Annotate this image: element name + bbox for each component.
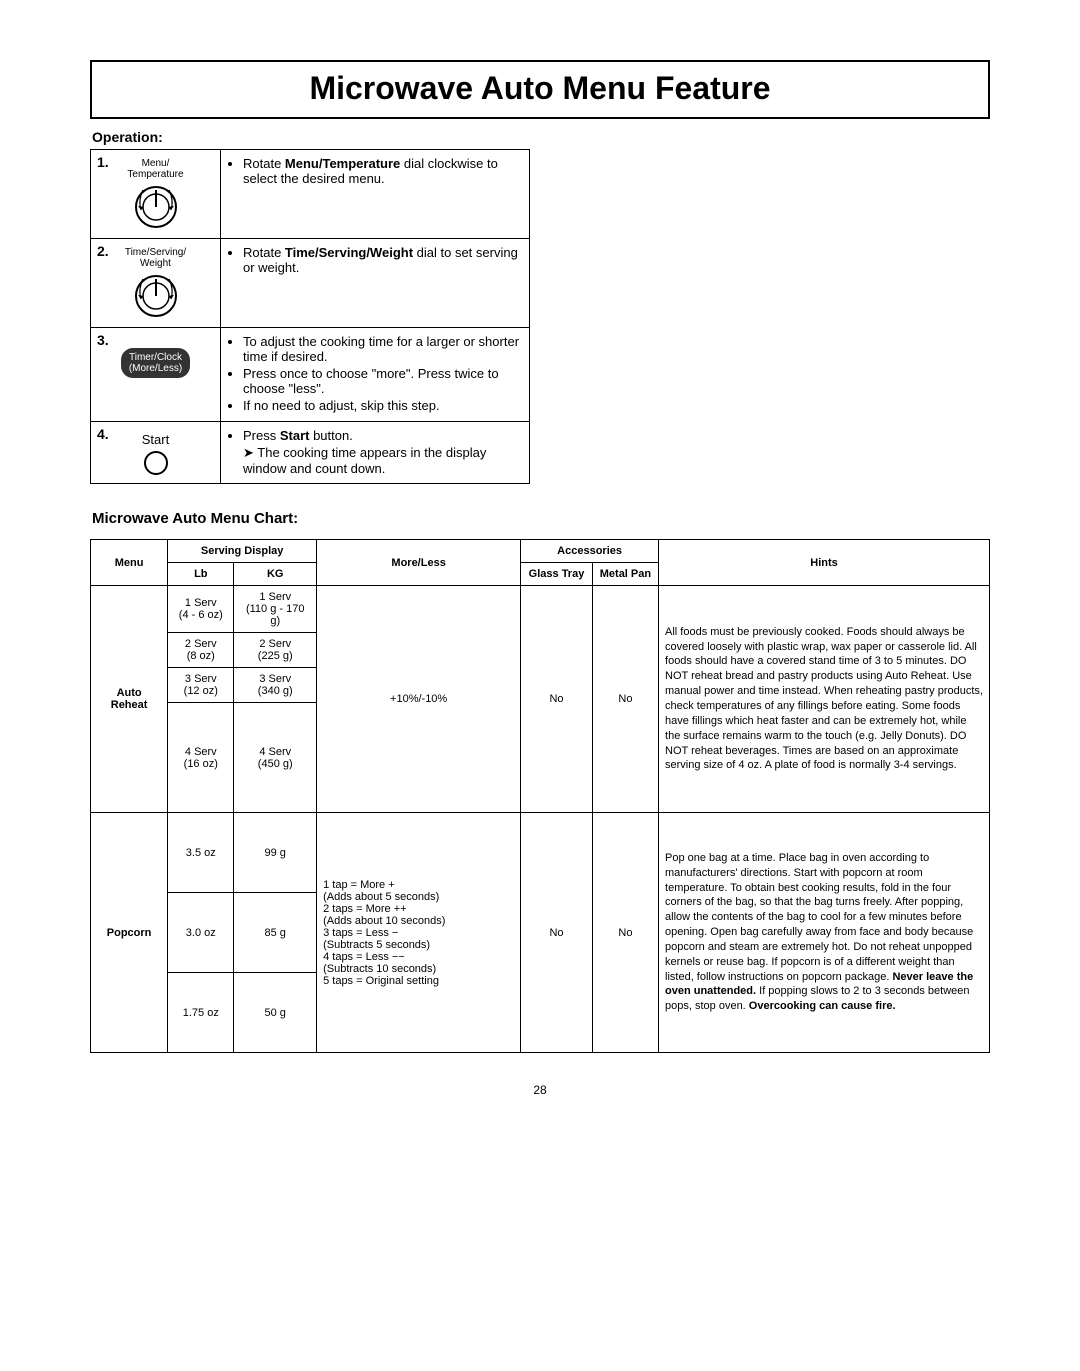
chart-heading: Microwave Auto Menu Chart: bbox=[92, 510, 990, 527]
glass-tray: No bbox=[521, 586, 593, 813]
step-cell: 4.Start bbox=[91, 422, 221, 484]
hints-text: All foods must be previously cooked. Foo… bbox=[659, 586, 990, 813]
dial-icon bbox=[131, 271, 181, 321]
serving-kg: 4 Serv(450 g) bbox=[234, 703, 317, 813]
th-hints: Hints bbox=[659, 540, 990, 586]
timer-clock-button: Timer/Clock(More/Less) bbox=[121, 348, 190, 378]
serving-lb: 3 Serv(12 oz) bbox=[168, 668, 234, 703]
instruction-bullet: Rotate Time/Serving/Weight dial to set s… bbox=[243, 245, 521, 275]
step-instructions: Press Start button. The cooking time appe… bbox=[221, 422, 530, 484]
dial-icon bbox=[131, 182, 181, 232]
page-number: 28 bbox=[90, 1083, 990, 1097]
th-metal: Metal Pan bbox=[592, 563, 658, 586]
serving-lb: 4 Serv(16 oz) bbox=[168, 703, 234, 813]
auto-menu-chart: Menu Serving Display More/Less Accessori… bbox=[90, 539, 990, 1053]
serving-lb: 2 Serv(8 oz) bbox=[168, 633, 234, 668]
th-lb: Lb bbox=[168, 563, 234, 586]
serving-lb: 1.75 oz bbox=[168, 973, 234, 1053]
serving-lb: 3.5 oz bbox=[168, 813, 234, 893]
serving-lb: 3.0 oz bbox=[168, 893, 234, 973]
step-number: 4. bbox=[97, 426, 109, 442]
step-cell: 2.Time/Serving/Weight bbox=[91, 239, 221, 328]
instruction-bullet: To adjust the cooking time for a larger … bbox=[243, 334, 521, 364]
step-number: 1. bbox=[97, 154, 109, 170]
operation-heading: Operation: bbox=[92, 129, 990, 145]
step-number: 2. bbox=[97, 243, 109, 259]
th-accessories: Accessories bbox=[521, 540, 659, 563]
start-label: Start bbox=[99, 432, 212, 447]
serving-kg: 99 g bbox=[234, 813, 317, 893]
metal-pan: No bbox=[592, 813, 658, 1053]
serving-kg: 2 Serv(225 g) bbox=[234, 633, 317, 668]
step-number: 3. bbox=[97, 332, 109, 348]
instruction-bullet: Rotate Menu/Temperature dial clockwise t… bbox=[243, 156, 521, 186]
page-title: Microwave Auto Menu Feature bbox=[92, 70, 988, 107]
step-cell: 3. Timer/Clock(More/Less) bbox=[91, 328, 221, 422]
glass-tray: No bbox=[521, 813, 593, 1053]
serving-kg: 50 g bbox=[234, 973, 317, 1053]
serving-kg: 85 g bbox=[234, 893, 317, 973]
step-instructions: To adjust the cooking time for a larger … bbox=[221, 328, 530, 422]
th-glass: Glass Tray bbox=[521, 563, 593, 586]
instruction-bullet: If no need to adjust, skip this step. bbox=[243, 398, 521, 413]
instruction-result: The cooking time appears in the display … bbox=[243, 445, 521, 476]
th-menu: Menu bbox=[91, 540, 168, 586]
more-less: +10%/-10% bbox=[317, 586, 521, 813]
dial-label: Time/Serving/Weight bbox=[99, 247, 212, 269]
th-kg: KG bbox=[234, 563, 317, 586]
hints-text: Pop one bag at a time. Place bag in oven… bbox=[659, 813, 990, 1053]
serving-kg: 3 Serv(340 g) bbox=[234, 668, 317, 703]
step-instructions: Rotate Menu/Temperature dial clockwise t… bbox=[221, 150, 530, 239]
dial-label: Menu/Temperature bbox=[99, 158, 212, 180]
th-moreless: More/Less bbox=[317, 540, 521, 586]
serving-lb: 1 Serv(4 - 6 oz) bbox=[168, 586, 234, 633]
more-less: 1 tap = More +(Adds about 5 seconds)2 ta… bbox=[317, 813, 521, 1053]
step-instructions: Rotate Time/Serving/Weight dial to set s… bbox=[221, 239, 530, 328]
metal-pan: No bbox=[592, 586, 658, 813]
start-button-icon bbox=[142, 449, 170, 477]
menu-name: Auto Reheat bbox=[91, 586, 168, 813]
serving-kg: 1 Serv(110 g - 170 g) bbox=[234, 586, 317, 633]
instruction-bullet: Press Start button. bbox=[243, 428, 521, 443]
operation-steps-table: 1.Menu/Temperature Rotate Menu/Temperatur… bbox=[90, 149, 530, 484]
instruction-bullet: Press once to choose "more". Press twice… bbox=[243, 366, 521, 396]
step-cell: 1.Menu/Temperature bbox=[91, 150, 221, 239]
th-serving: Serving Display bbox=[168, 540, 317, 563]
page-title-frame: Microwave Auto Menu Feature bbox=[90, 60, 990, 119]
menu-name: Popcorn bbox=[91, 813, 168, 1053]
